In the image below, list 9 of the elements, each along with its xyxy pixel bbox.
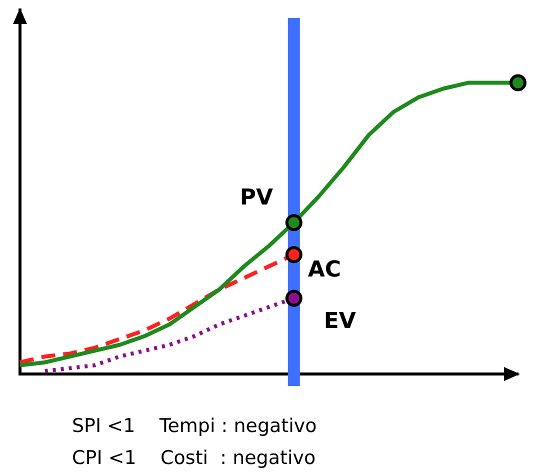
point — [285, 290, 302, 307]
series-label: EV — [324, 309, 356, 334]
text: SPI <1 Tempi : negativo — [72, 414, 317, 439]
point — [510, 74, 526, 92]
point — [285, 214, 302, 232]
text: CPI <1 Costi : negativo — [72, 446, 317, 471]
series-label: PV — [240, 185, 274, 210]
point — [285, 246, 302, 264]
series-label: AC — [308, 257, 342, 282]
